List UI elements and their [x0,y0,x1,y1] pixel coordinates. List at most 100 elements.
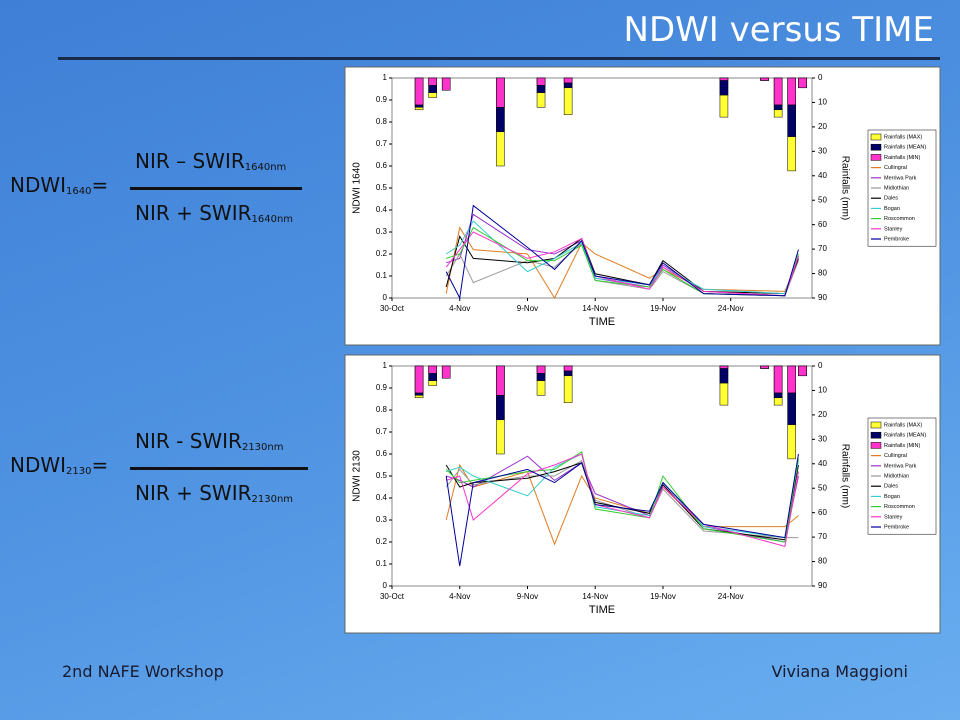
ndwi-line [445,453,799,567]
footer-left: 2nd NAFE Workshop [62,662,224,681]
x-axis-label: TIME [589,316,615,328]
legend-label: Roscommon [884,216,915,222]
x-tick-label: 14-Nov [582,592,608,601]
legend-label: Midlothian [884,473,909,479]
legend-label: Rainfalls (MAX) [884,422,922,428]
rain-bar [760,77,769,81]
eq: = [91,453,109,477]
eq: = [91,173,109,197]
slide-title: NDWI versus TIME [623,10,934,50]
rain-bar [563,365,573,372]
denominator: NIR + SWIR1640nm [135,201,293,225]
y2-tick-label: 0 [818,73,823,82]
y-tick-label: 0.2 [376,537,388,546]
rain-bar [536,77,546,86]
legend-label: Dales [884,196,898,202]
lhs-sub: 1640 [66,186,92,197]
x-tick-label: 24-Nov [718,592,744,601]
y-tick-label: 0.9 [376,95,388,104]
legend-label: Cullingral [884,453,907,459]
lhs: NDWI [10,173,67,197]
y2-tick-label: 50 [818,483,827,492]
y-tick-label: 1 [383,73,388,82]
footer-right: Viviana Maggioni [771,662,908,681]
num: NIR - SWIR [135,429,242,453]
legend-label: Rainfalls (MEAN) [884,145,926,151]
y-tick-label: 1 [383,361,388,370]
legend-label: Merriwa Park [884,463,917,469]
lhs-sub: 2130 [66,466,92,477]
ndwi-line [445,204,799,300]
legend-label: Cullingral [884,165,907,171]
rain-bar [719,77,729,81]
y-tick-label: 0.2 [376,249,388,258]
x-tick-label: 30-Oct [380,592,405,601]
num-sub: 2130nm [241,442,284,453]
rain-bar [773,77,783,106]
formula-lhs: NDWI1640= [10,173,108,197]
x-tick-label: 9-Nov [517,592,538,601]
y2-tick-label: 40 [818,171,827,180]
rain-bar [719,365,729,369]
rain-bar [496,365,505,396]
y-tick-label: 0.6 [376,449,388,458]
y2-tick-label: 60 [818,220,827,229]
y2-axis-label: Rainfalls (mm) [839,444,850,508]
rain-bar [414,365,424,394]
y2-tick-label: 60 [818,508,827,517]
den: NIR + SWIR [135,201,252,225]
rain-bar [428,77,437,86]
rain-bar [441,365,451,379]
y2-tick-label: 80 [818,557,827,566]
y2-tick-label: 70 [818,244,827,253]
legend-swatch [870,421,882,429]
y-tick-label: 0.4 [376,493,388,502]
num-sub: 1640nm [244,162,287,173]
y-tick-label: 0.3 [376,227,388,236]
legend-label: Rainfalls (MEAN) [884,433,926,439]
y-tick-label: 0.9 [376,383,388,392]
den-sub: 1640nm [251,214,294,225]
rain-bar [798,365,807,377]
x-tick-label: 24-Nov [718,304,744,313]
rain-bar [414,77,424,106]
fraction-line [130,467,308,470]
y2-tick-label: 30 [818,434,827,443]
y2-tick-label: 90 [818,581,827,590]
plot-area [391,77,813,299]
y2-tick-label: 40 [818,459,827,468]
x-tick-label: 4-Nov [449,304,470,313]
legend-label: Pembroke [884,236,909,242]
y-axis-label: NDWI 2130 [352,450,363,502]
legend-label: Rainfalls (MIN) [884,443,921,449]
y-tick-label: 0.4 [376,205,388,214]
x-axis-label: TIME [589,604,615,616]
legend-label: Bogan [884,206,900,212]
x-tick-label: 19-Nov [650,592,676,601]
den: NIR + SWIR [135,481,252,505]
rain-bar [441,77,451,91]
legend-swatch [870,154,882,161]
y-tick-label: 0.5 [376,183,388,192]
legend-label: Stanley [884,226,903,232]
rain-bar [787,365,796,394]
legend-label: Midlothian [884,185,909,191]
legend-label: Pembroke [884,524,909,530]
y2-tick-label: 80 [818,269,827,278]
rain-bar [787,77,796,106]
y2-tick-label: 50 [818,195,827,204]
rain-bar [773,365,783,394]
legend-swatch [870,442,882,449]
rain-bar [428,365,437,374]
den-sub: 2130nm [251,494,294,505]
legend-swatch [870,133,882,141]
legend-label: Merriwa Park [884,175,917,181]
y-tick-label: 0.8 [376,405,388,414]
y-tick-label: 0.5 [376,471,388,480]
formula-lhs: NDWI2130= [10,453,108,477]
y2-tick-label: 90 [818,293,827,302]
num: NIR – SWIR [135,149,245,173]
x-tick-label: 14-Nov [582,304,608,313]
y2-tick-label: 30 [818,146,827,155]
rain-bar [563,77,573,84]
